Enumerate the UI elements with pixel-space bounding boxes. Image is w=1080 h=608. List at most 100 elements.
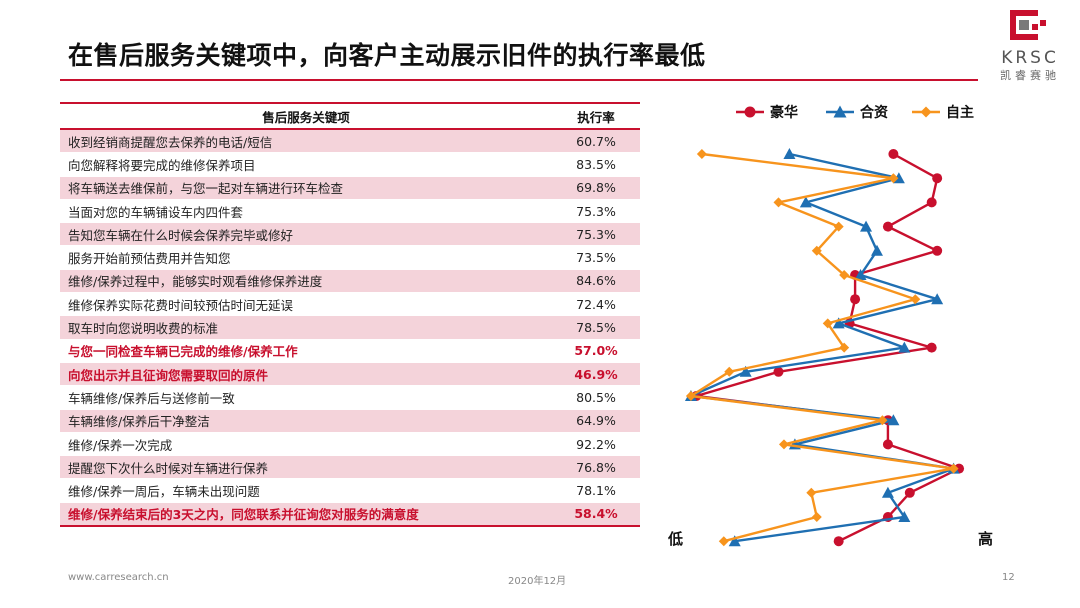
legend-item-1: 合资 [826,104,888,121]
krsc-logo-mark-icon [1010,10,1046,40]
data-point-1-11 [887,414,900,426]
row-rate-value: 72.4% [552,292,640,317]
table-row: 向您出示并且征询您需要取回的原件 46.9% [60,362,640,387]
data-point-2-9 [724,366,735,377]
execution-rate-chart: 豪华 合资 自主低 高 [667,104,993,548]
row-rate-value: 84.6% [552,269,640,294]
service-items-table: 售后服务关键项 执行率 收到经销商提醒您去保养的电话/短信 60.7% 向您解释将要… [60,102,640,528]
row-rate-value: 57.0% [552,339,640,363]
table-body: 收到经销商提醒您去保养的电话/短信 60.7% 向您解释将要完成的维修保养项目 83.… [60,129,640,528]
data-point-2-15 [811,512,822,522]
legend-label: 自主 [946,104,974,121]
row-item-label: 服务开始前预估费用并告知您 [60,245,552,270]
row-rate-value: 78.1% [552,478,640,503]
row-rate-value: 80.5% [552,385,640,410]
data-point-1-16 [728,535,741,547]
data-point-2-10 [685,391,696,401]
krsc-logo: KRSC 凯睿赛驰 [984,6,1076,82]
row-rate-value: 64.9% [552,409,640,433]
row-rate-value: 73.5% [552,245,640,270]
data-point-1-9 [739,365,752,377]
data-point-0-0 [888,149,899,159]
data-point-1-0 [783,148,796,159]
table-row: 维修保养实际花费时间较预估时间无延误 72.4% [60,292,640,317]
data-point-2-12 [778,439,789,450]
logo-subtext: 凯睿赛驰 [1000,69,1060,82]
row-rate-value: 78.5% [552,315,640,340]
data-point-2-3 [833,221,844,232]
data-point-2-16 [718,536,729,547]
data-point-0-8 [926,342,937,353]
row-item-label: 告知您车辆在什么时候会保养完毕或修好 [60,222,552,247]
data-point-2-11 [877,415,888,426]
row-item-label: 维修/保养一周后，车辆未出现问题 [60,478,552,503]
data-point-0-3 [882,221,893,232]
row-rate-value: 58.4% [552,502,640,528]
axis-low-label: 低 [667,530,683,548]
data-point-1-8 [898,341,911,353]
footer-date: 2020年12月 [508,576,567,587]
row-item-label: 将车辆送去维保前，与您一起对车辆进行环车检查 [60,176,552,200]
legend-item-0: 豪华 [736,104,798,121]
table-row: 取车时向您说明收费的标准 78.5% [60,315,640,340]
legend-label: 豪华 [770,104,798,121]
table-row: 提醒您下次什么时候对车辆进行保养 76.8% [60,455,640,480]
row-item-label: 车辆维修/保养后干净整洁 [60,409,552,433]
table-row: 车辆维修/保养后干净整洁 64.9% [60,409,640,433]
data-point-0-16 [833,536,844,547]
data-point-2-6 [910,294,921,305]
title-divider [60,79,978,81]
row-item-label: 车辆维修/保养后与送修前一致 [60,385,552,410]
data-point-2-8 [839,342,850,353]
table-row: 维修/保养一次完成 92.2% [60,432,640,457]
table-row: 维修/保养过程中，能够实时观看维修保养进度 84.6% [60,269,640,294]
header-item: 售后服务关键项 [60,102,552,130]
data-point-2-13 [948,463,959,474]
legend-label: 合资 [860,104,888,121]
data-point-0-4 [932,245,943,256]
data-point-0-9 [773,366,784,377]
data-point-0-14 [904,487,915,498]
table-row: 当面对您的车辆铺设车内四件套 75.3% [60,199,640,224]
data-point-2-5 [839,270,850,280]
table-row: 服务开始前预估费用并告知您 73.5% [60,245,640,270]
data-point-2-7 [822,318,833,329]
data-point-0-12 [882,439,893,450]
data-point-2-2 [773,197,784,208]
axis-high-label: 高 [978,530,993,548]
table-row: 收到经销商提醒您去保养的电话/短信 60.7% [60,129,640,154]
table-row: 与您一同检查车辆已完成的维修/保养工作 57.0% [60,339,640,363]
row-item-label: 当面对您的车辆铺设车内四件套 [60,199,552,224]
footer-website: www.carresearch.cn [68,572,169,583]
row-rate-value: 60.7% [552,129,640,154]
row-rate-value: 75.3% [552,199,640,224]
row-item-label: 与您一同检查车辆已完成的维修/保养工作 [60,339,552,363]
row-item-label: 取车时向您说明收费的标准 [60,315,552,340]
data-point-1-2 [799,196,812,208]
data-point-1-7 [832,317,845,329]
row-item-label: 提醒您下次什么时候对车辆进行保养 [60,455,552,480]
row-item-label: 维修/保养过程中，能够实时观看维修保养进度 [60,269,552,294]
row-rate-value: 76.8% [552,455,640,480]
data-point-1-3 [860,220,873,232]
table-row: 向您解释将要完成的维修保养项目 83.5% [60,152,640,177]
data-point-1-6 [931,293,944,305]
row-item-label: 维修保养实际花费时间较预估时间无延误 [60,292,552,317]
data-point-0-1 [932,173,943,184]
data-point-1-14 [881,486,894,498]
row-rate-value: 69.8% [552,176,640,200]
data-point-1-15 [898,511,911,522]
legend-item-2: 自主 [912,104,974,121]
table-header-row: 售后服务关键项 执行率 [60,102,640,130]
data-point-2-0 [696,149,707,159]
row-rate-value: 75.3% [552,222,640,247]
data-point-2-1 [888,173,899,184]
row-rate-value: 92.2% [552,432,640,457]
data-point-1-5 [854,269,867,280]
row-item-label: 维修/保养一次完成 [60,432,552,457]
data-point-1-4 [870,244,883,256]
data-point-0-2 [926,197,937,208]
row-item-label: 向您出示并且征询您需要取回的原件 [60,362,552,387]
page-title: 在售后服务关键项中，向客户主动展示旧件的执行率最低 [68,41,706,70]
row-item-label: 向您解释将要完成的维修保养项目 [60,152,552,177]
